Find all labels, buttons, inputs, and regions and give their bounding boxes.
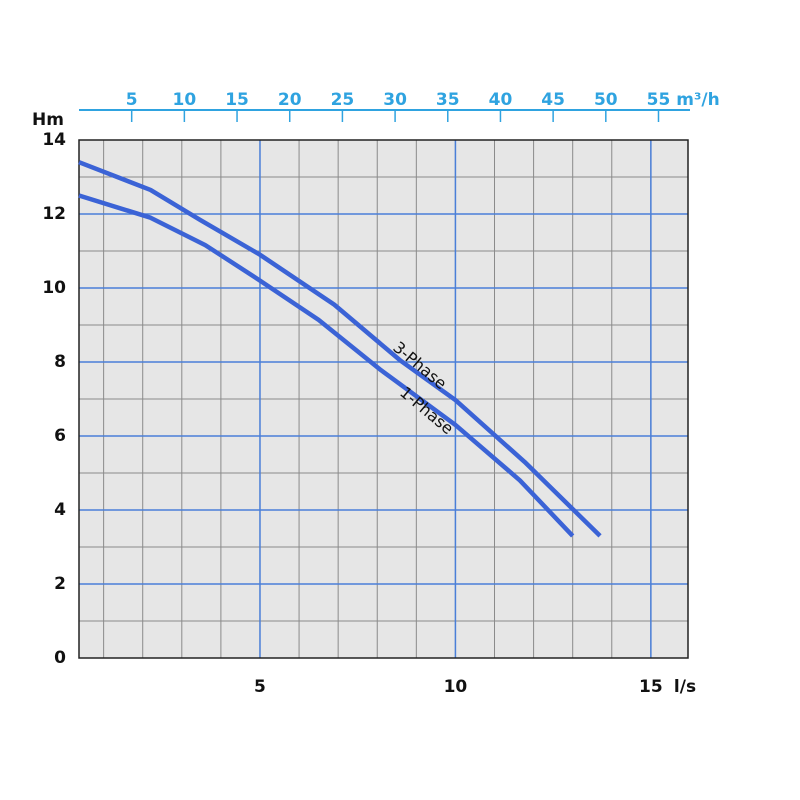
y-tick-label: 12: [42, 204, 66, 224]
plot-frame: [78, 139, 689, 659]
x2-tick-label: 40: [489, 90, 513, 110]
y-tick-label: 4: [54, 500, 66, 520]
x2-tick-label: 35: [436, 90, 460, 110]
y-tick-label: 14: [42, 130, 66, 150]
top-axis: 5 10 15 20 25 30 35 40 45 50 55: [79, 90, 690, 122]
x2-tick-label: 55: [647, 90, 671, 110]
x2-tick-label: 25: [331, 90, 355, 110]
x2-tick-label: 5: [126, 90, 138, 110]
x2-tick-label: 30: [383, 90, 407, 110]
x-tick-label: 15: [639, 677, 663, 697]
x2-tick-label: 45: [541, 90, 565, 110]
x2-tick-label: 10: [173, 90, 197, 110]
x2-tick-label: 20: [278, 90, 302, 110]
y-tick-label: 10: [42, 278, 66, 298]
x-axis-label: l/s: [674, 677, 696, 697]
y-tick-label: 2: [54, 574, 66, 594]
x2-tick-label: 50: [594, 90, 618, 110]
curve: [78, 193, 575, 538]
x2-tick-label: 15: [225, 90, 249, 110]
x-tick-label: 10: [444, 677, 468, 697]
y-tick-label: 0: [54, 648, 66, 668]
y-axis-label: Hm: [32, 110, 64, 130]
x-tick-label: 5: [254, 677, 266, 697]
y-tick-label: 6: [54, 426, 66, 446]
x2-axis-label: m³/h: [676, 90, 719, 110]
y-tick-label: 8: [54, 352, 66, 372]
curve: [78, 160, 602, 538]
